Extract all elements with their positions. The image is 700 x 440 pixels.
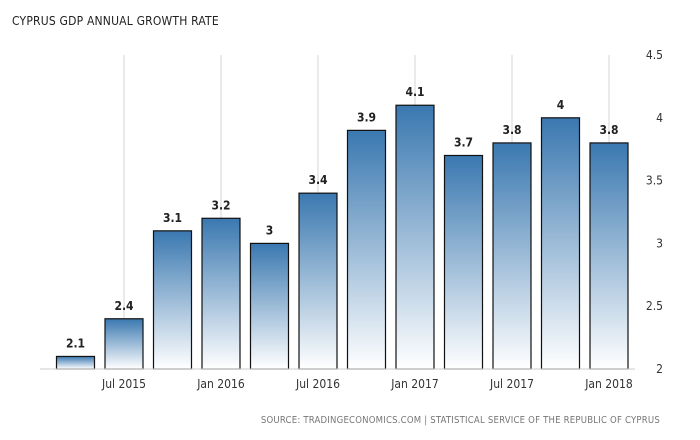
source-note: SOURCE: TRADINGECONOMICS.COM | STATISTIC…: [260, 415, 660, 426]
bar-value-label: 3.7: [454, 135, 473, 149]
y-tick-label: 2.5: [646, 299, 663, 313]
y-tick-label: 4: [656, 111, 663, 125]
bar[interactable]: [540, 117, 581, 370]
x-tick-label: Jul 2016: [295, 377, 340, 391]
bar[interactable]: [201, 217, 241, 370]
bar-value-label: 4: [557, 98, 565, 112]
bar[interactable]: [492, 142, 532, 370]
bar-value-label: 3.2: [211, 198, 230, 212]
bar[interactable]: [249, 242, 290, 370]
bar-value-label: 3.9: [357, 110, 376, 124]
bars: [55, 104, 629, 370]
x-tick-label: Jan 2018: [584, 377, 633, 391]
y-tick-label: 2: [656, 362, 663, 376]
x-tick-label: Jul 2015: [101, 377, 146, 391]
value-labels: 2.1 2.4 3.1 3.2 3 3.4 3.9 4.1 3.7 3.8 4 3.8: [66, 85, 619, 350]
x-tick-label: Jan 2017: [390, 377, 439, 391]
x-axis: Jul 2015 Jan 2016 Jul 2016 Jan 2017 Jul 2017…: [40, 368, 635, 391]
bar[interactable]: [346, 129, 387, 370]
x-tick-label: Jan 2016: [196, 377, 245, 391]
y-axis: 2 2.5 3 3.5 4 4.5: [646, 48, 663, 376]
y-tick-label: 3.5: [646, 174, 663, 188]
bar-value-label: 3.8: [502, 123, 521, 137]
y-tick-label: 3: [656, 236, 663, 250]
bar[interactable]: [395, 104, 435, 370]
bar[interactable]: [443, 154, 484, 370]
x-tick-label: Jul 2017: [489, 377, 534, 391]
y-tick-label: 4.5: [646, 48, 663, 62]
bar-value-label: 4.1: [405, 85, 424, 99]
bar[interactable]: [298, 192, 338, 370]
chart-title: CYPRUS GDP ANNUAL GROWTH RATE: [12, 14, 219, 28]
bar[interactable]: [152, 230, 193, 370]
bar-value-label: 2.1: [66, 336, 85, 350]
bar[interactable]: [589, 142, 629, 370]
bar-value-label: 2.4: [114, 299, 134, 313]
bar-value-label: 3.8: [599, 123, 618, 137]
bar-value-label: 3.1: [163, 211, 182, 225]
bar-value-label: 3: [266, 223, 274, 237]
bar-value-label: 3.4: [308, 173, 328, 187]
bar[interactable]: [104, 318, 144, 370]
bar[interactable]: [55, 355, 96, 370]
